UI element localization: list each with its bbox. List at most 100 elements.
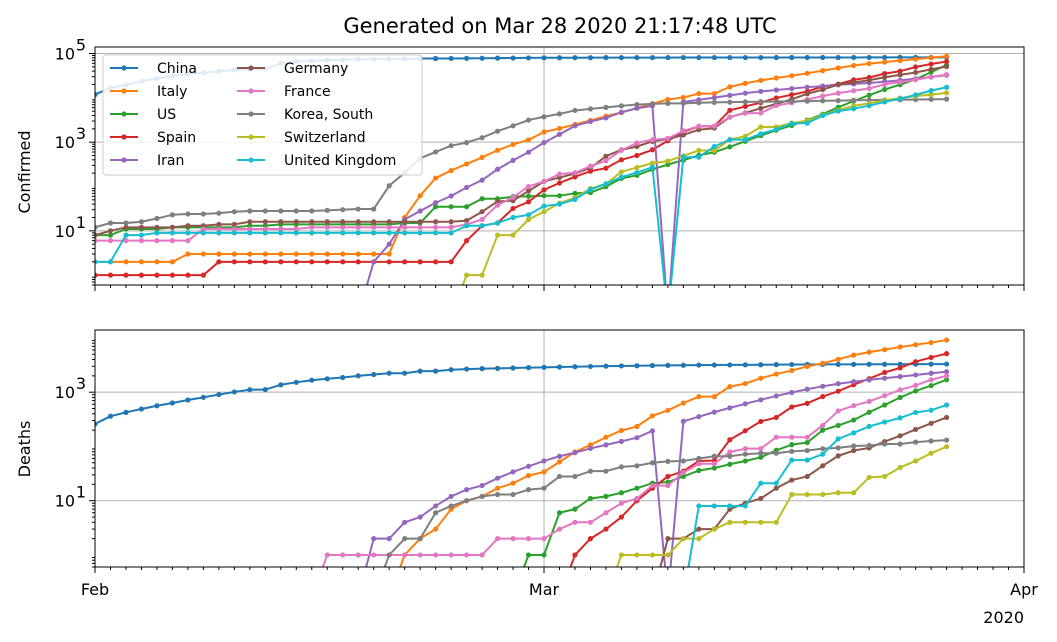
data-point — [897, 57, 903, 64]
data-point — [386, 183, 392, 189]
data-point — [278, 230, 284, 236]
data-point — [603, 165, 609, 171]
data-point — [0, 433, 3, 438]
data-point — [866, 377, 872, 383]
data-point — [758, 131, 764, 137]
data-point — [587, 445, 594, 452]
data-point — [680, 418, 686, 424]
data-point — [278, 382, 284, 388]
data-point — [913, 382, 919, 389]
data-point — [773, 126, 779, 132]
data-point — [758, 77, 764, 83]
data-point — [804, 70, 810, 76]
data-point — [247, 208, 253, 214]
data-point — [603, 153, 609, 159]
data-point — [340, 230, 346, 236]
data-point — [882, 74, 888, 80]
data-point — [665, 158, 671, 164]
data-point — [494, 147, 501, 153]
data-point — [835, 98, 841, 104]
y-axis-label: Confirmed — [15, 130, 34, 213]
data-point — [820, 393, 826, 400]
data-point — [866, 442, 872, 449]
data-point — [309, 377, 315, 383]
data-point — [789, 491, 795, 498]
data-point — [634, 485, 640, 491]
data-point — [340, 219, 346, 225]
data-point — [510, 365, 516, 371]
data-point — [820, 68, 826, 74]
data-point — [541, 469, 547, 475]
data-point — [169, 272, 176, 278]
data-point — [727, 54, 733, 61]
data-point — [587, 106, 594, 112]
data-point — [618, 147, 625, 153]
x-axis-offset-label: 2020 — [983, 608, 1024, 627]
data-point — [711, 147, 717, 153]
legend-marker — [248, 134, 254, 140]
data-point — [820, 360, 826, 366]
data-point — [572, 364, 578, 370]
data-point — [804, 120, 810, 126]
data-point — [665, 54, 671, 61]
legend-marker — [248, 65, 254, 71]
data-point — [928, 55, 934, 61]
data-point — [696, 362, 702, 368]
data-point — [913, 388, 919, 394]
data-point — [882, 361, 888, 367]
data-point — [138, 406, 145, 412]
data-point — [417, 224, 423, 230]
data-point — [866, 423, 872, 430]
data-point — [587, 163, 594, 169]
data-point — [897, 365, 903, 371]
data-point — [525, 212, 532, 218]
data-point — [541, 139, 547, 146]
data-point — [680, 154, 686, 160]
data-point — [789, 442, 795, 448]
data-point — [618, 514, 625, 520]
data-point — [773, 434, 779, 440]
data-point — [913, 372, 919, 378]
data-point — [603, 158, 609, 164]
data-point — [773, 75, 779, 81]
data-point — [525, 536, 532, 542]
data-point — [866, 60, 872, 67]
data-point — [773, 393, 779, 399]
data-point — [0, 424, 3, 429]
data-point — [603, 468, 609, 474]
data-point — [603, 493, 609, 500]
data-point — [866, 349, 872, 355]
data-point — [649, 137, 656, 143]
data-point — [169, 212, 176, 218]
data-point — [696, 526, 702, 532]
data-point — [742, 428, 748, 434]
data-point — [309, 259, 315, 265]
data-point — [556, 364, 563, 370]
data-point — [293, 226, 299, 232]
data-point — [804, 363, 810, 370]
data-point — [448, 219, 454, 225]
data-point — [278, 208, 284, 214]
data-point — [742, 451, 748, 457]
data-point — [324, 224, 330, 230]
data-point — [464, 272, 470, 278]
data-point — [603, 442, 609, 448]
data-point — [727, 503, 733, 509]
data-point — [866, 103, 872, 109]
data-point — [355, 224, 361, 230]
data-point — [897, 394, 903, 401]
data-point — [371, 230, 377, 236]
data-point — [494, 365, 501, 371]
data-point — [618, 174, 625, 180]
data-point — [928, 450, 934, 456]
data-point — [603, 55, 609, 61]
data-point — [742, 401, 748, 407]
data-point — [340, 374, 346, 381]
data-point — [758, 362, 764, 368]
series-line-us — [523, 378, 947, 567]
data-point — [913, 439, 919, 445]
legend-marker — [121, 157, 127, 163]
data-point — [324, 376, 330, 382]
data-point — [835, 445, 841, 451]
